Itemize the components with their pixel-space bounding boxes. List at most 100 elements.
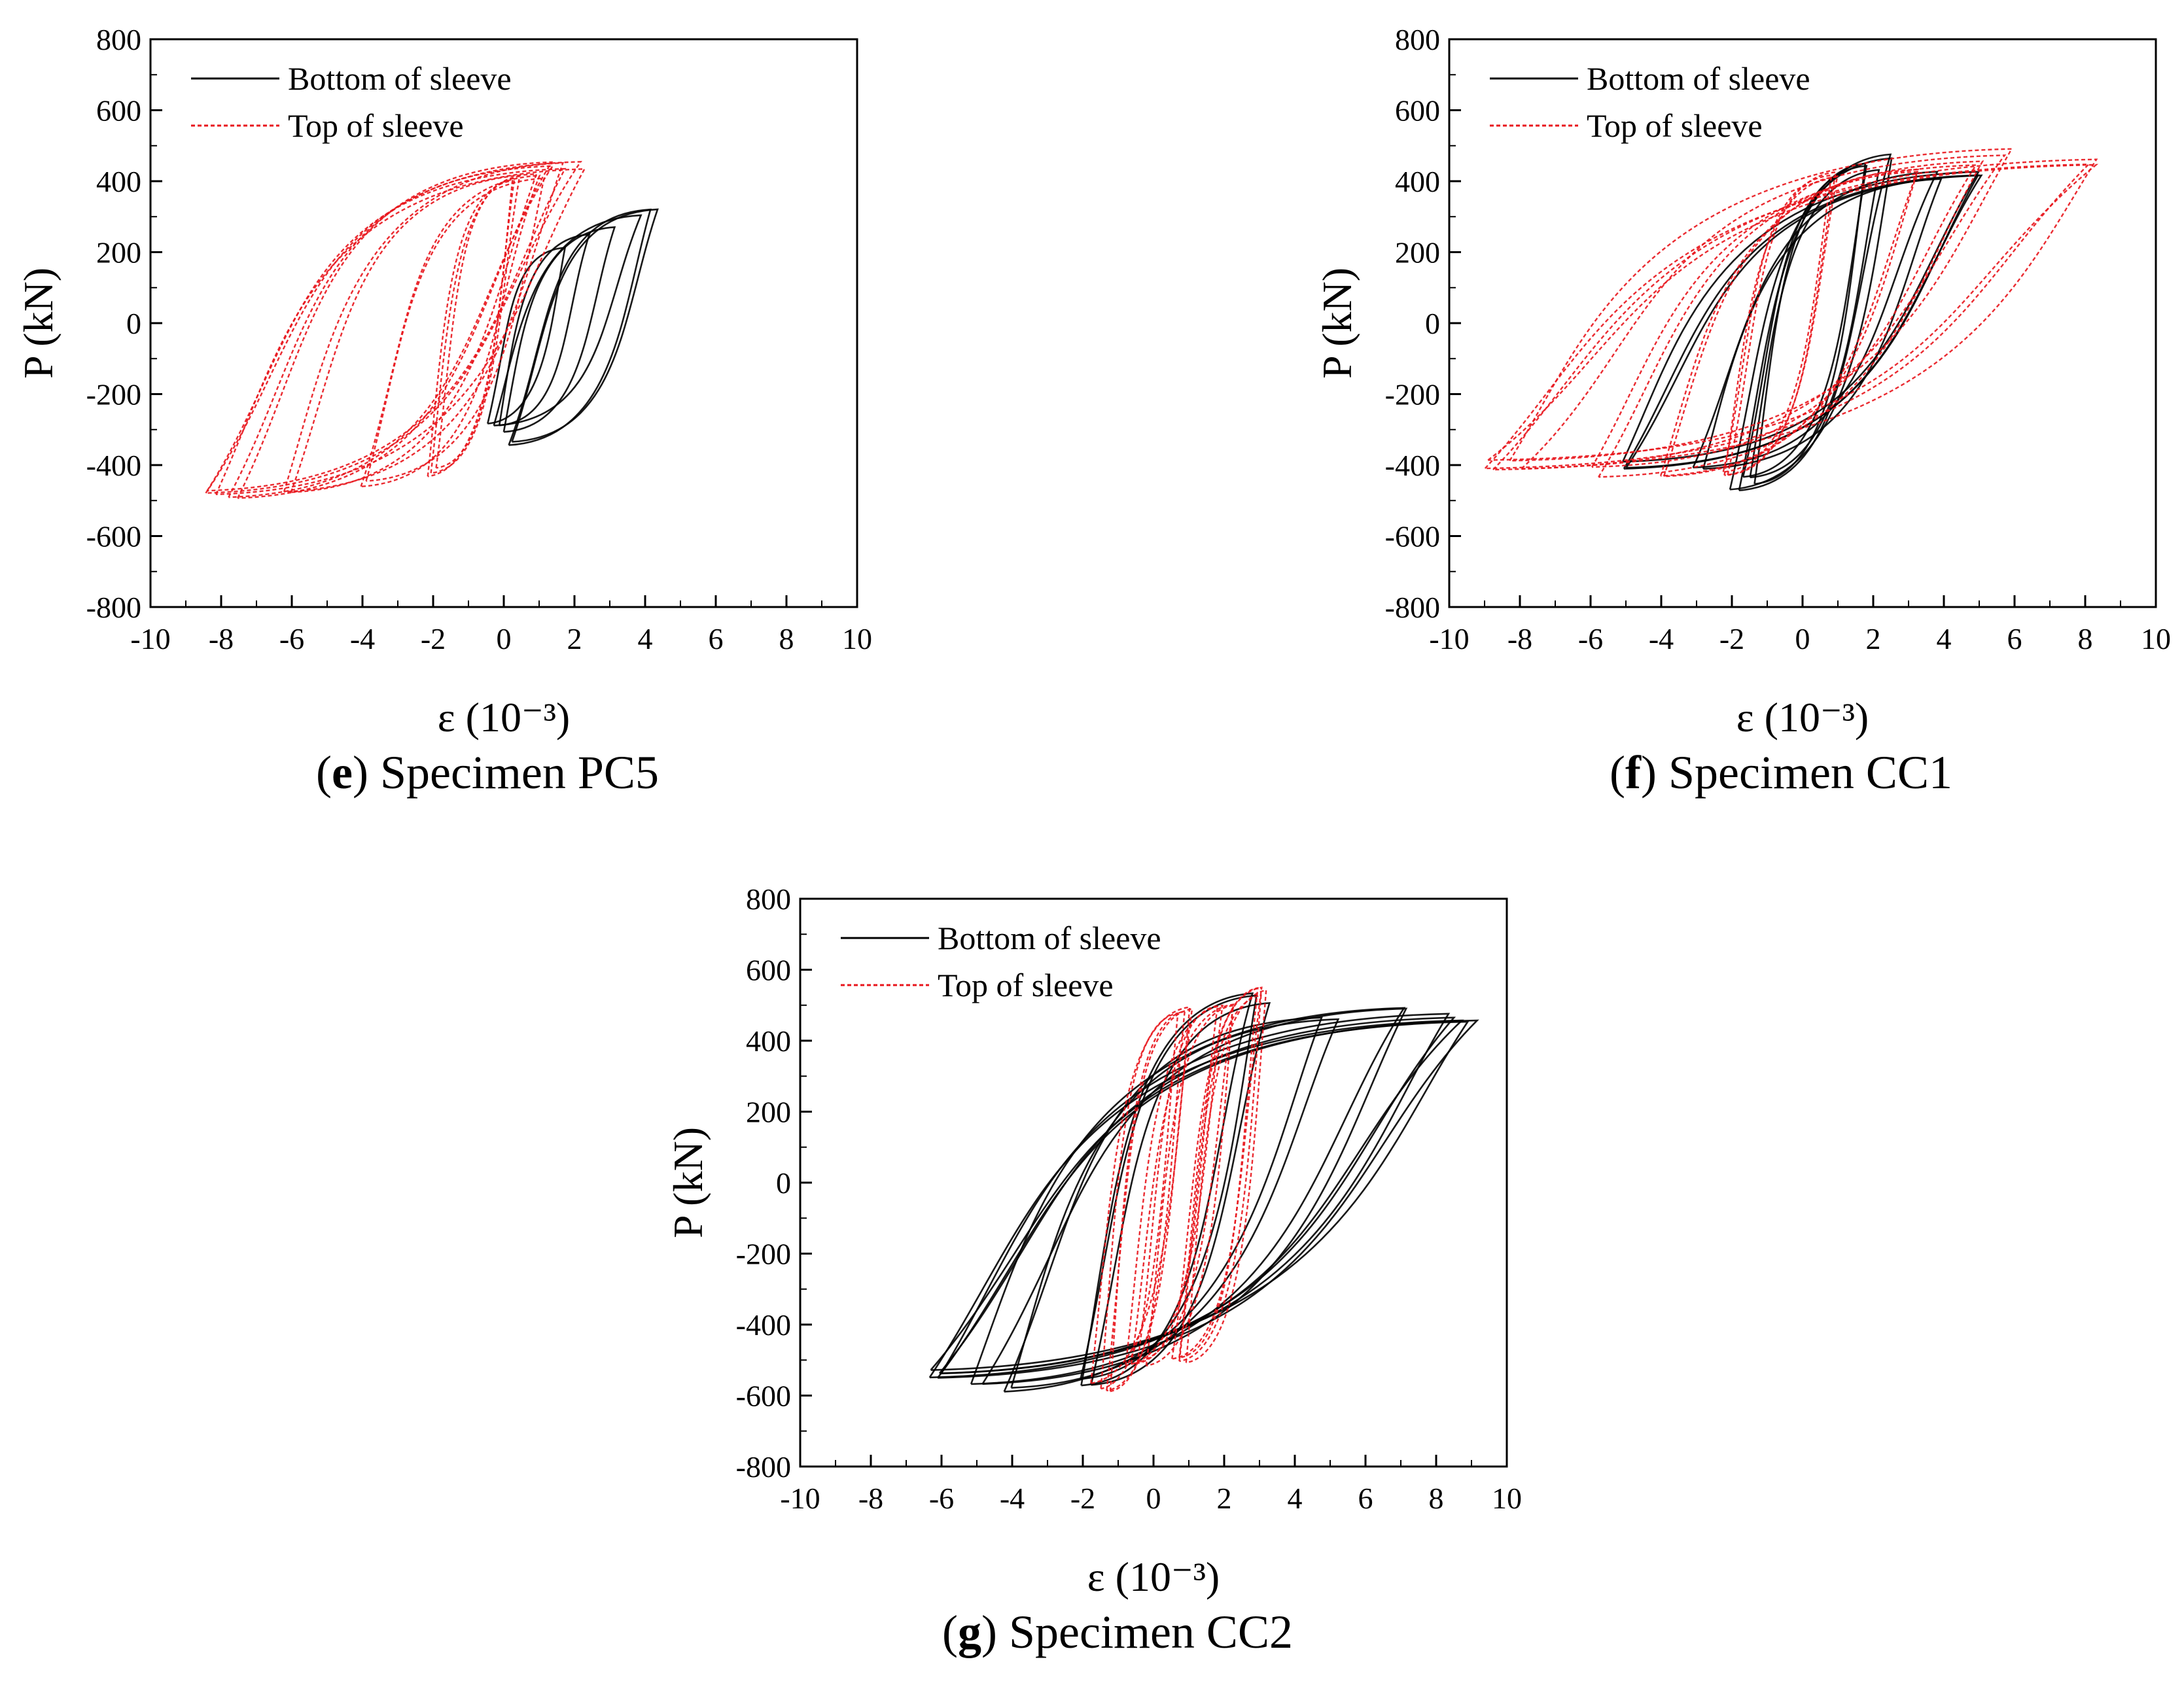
y-tick-label: 600 xyxy=(1395,94,1440,128)
bottom-of-sleeve-curve xyxy=(1742,165,1868,478)
x-tick-label: 6 xyxy=(709,622,724,655)
x-tick-label: 10 xyxy=(842,622,872,655)
x-tick-label: -10 xyxy=(1429,622,1469,655)
top-of-sleeve-curve xyxy=(205,160,582,494)
x-tick-label: 8 xyxy=(2078,622,2093,655)
x-tick-label: 10 xyxy=(2141,622,2171,655)
top-of-sleeve-curve xyxy=(215,168,586,495)
plot-area xyxy=(1484,148,2099,491)
x-axis-label: ε (10⁻³) xyxy=(438,694,570,740)
top-of-sleeve-curve xyxy=(1178,987,1259,1359)
y-tick-label: -600 xyxy=(1385,520,1440,553)
x-tick-label: 10 xyxy=(1492,1482,1522,1515)
x-tick-label: -2 xyxy=(1719,622,1744,655)
y-tick-label: -200 xyxy=(736,1238,791,1271)
x-tick-label: 4 xyxy=(638,622,653,655)
caption-f: (f) Specimen CC1 xyxy=(1610,746,1952,799)
y-axis-label: P (kN) xyxy=(1314,268,1360,379)
bottom-of-sleeve-curve xyxy=(1749,169,1880,479)
x-tick-label: 8 xyxy=(779,622,794,655)
y-tick-label: 0 xyxy=(1425,307,1440,340)
caption-e: (e) Specimen PC5 xyxy=(316,746,659,799)
top-of-sleeve-curve xyxy=(427,180,514,478)
x-tick-label: 2 xyxy=(1866,622,1881,655)
top-of-sleeve-curve xyxy=(435,177,516,469)
x-tick-label: 6 xyxy=(2007,622,2022,655)
plot-frame xyxy=(1448,38,2157,608)
x-tick-label: 2 xyxy=(1217,1482,1232,1515)
y-tick-label: -800 xyxy=(1385,591,1440,624)
top-of-sleeve-curve xyxy=(1090,1006,1191,1384)
bottom-of-sleeve-curve xyxy=(1010,1018,1340,1389)
y-tick-label: -400 xyxy=(86,449,141,482)
legend-label: Bottom of sleeve xyxy=(938,920,1161,956)
x-tick-label: -4 xyxy=(350,622,375,655)
y-tick-label: -200 xyxy=(86,378,141,411)
chart-panel-g: -10 -8 -6 -4 -2 0 2 4 6 8 10 -800 -600 -400 -200 0 200 40… xyxy=(615,858,1649,1685)
bottom-of-sleeve-curve xyxy=(511,208,659,443)
top-of-sleeve-curve xyxy=(1125,1004,1224,1366)
x-tick-label: 6 xyxy=(1358,1482,1373,1515)
bottom-of-sleeve-curve xyxy=(1692,171,1939,469)
x-tick-label: -4 xyxy=(1649,622,1674,655)
x-tick-label: -6 xyxy=(1578,622,1603,655)
top-of-sleeve-curve xyxy=(1484,164,2091,470)
legend-label: Top of sleeve xyxy=(288,107,464,144)
bottom-of-sleeve-curve xyxy=(1738,153,1892,491)
top-of-sleeve-curve xyxy=(1100,1012,1179,1390)
x-tick-label: 0 xyxy=(1146,1482,1161,1515)
x-tick-label: -2 xyxy=(1070,1482,1095,1515)
y-tick-label: -800 xyxy=(736,1450,791,1484)
top-of-sleeve-curve xyxy=(237,161,554,499)
y-tick-label: -600 xyxy=(736,1380,791,1413)
chart-panel-f: -10 -8 -6 -4 -2 0 2 4 6 8 10 -800 -600 -400 -200 0 200 40… xyxy=(1295,0,2184,818)
x-tick-label: -8 xyxy=(858,1482,883,1515)
x-tick-label: -10 xyxy=(130,622,170,655)
x-tick-label: 4 xyxy=(1937,622,1952,655)
legend-label: Bottom of sleeve xyxy=(1587,60,1810,97)
plot-frame xyxy=(149,38,858,608)
caption-g: (g) Specimen CC2 xyxy=(942,1606,1293,1658)
bottom-of-sleeve-curve xyxy=(502,226,616,433)
top-of-sleeve-curve xyxy=(290,173,538,493)
y-tick-label: 400 xyxy=(746,1024,791,1058)
top-of-sleeve-curve xyxy=(1598,160,1984,478)
plot-frame xyxy=(799,897,1508,1468)
x-tick-label: -8 xyxy=(1507,622,1532,655)
chart-f: -10 -8 -6 -4 -2 0 2 4 6 8 10 -800 -600 -400 -200 0 200 40… xyxy=(1314,23,2171,740)
bottom-of-sleeve-curve xyxy=(1625,174,1983,469)
top-of-sleeve-curve xyxy=(1185,989,1267,1364)
top-of-sleeve-curve xyxy=(1723,175,1839,476)
bottom-of-sleeve-curve xyxy=(493,214,643,426)
y-tick-label: 200 xyxy=(1395,236,1440,269)
x-tick-label: 2 xyxy=(567,622,582,655)
legend-label: Top of sleeve xyxy=(1587,107,1763,144)
top-of-sleeve-curve xyxy=(283,162,565,493)
top-of-sleeve-curve xyxy=(228,165,554,498)
bottom-of-sleeve-curve xyxy=(1080,992,1254,1387)
top-of-sleeve-curve xyxy=(1663,168,1920,478)
x-axis-label: ε (10⁻³) xyxy=(1087,1554,1220,1600)
y-tick-label: 0 xyxy=(126,307,141,340)
bottom-of-sleeve-curve xyxy=(1621,171,1981,463)
x-tick-label: -10 xyxy=(780,1482,820,1515)
y-tick-label: -400 xyxy=(736,1308,791,1342)
y-tick-label: -200 xyxy=(1385,378,1440,411)
y-tick-label: 600 xyxy=(96,94,141,128)
y-tick-label: 800 xyxy=(96,23,141,56)
x-tick-label: 8 xyxy=(1429,1482,1444,1515)
y-tick-label: 800 xyxy=(746,882,791,916)
top-of-sleeve-curve xyxy=(1492,158,2098,471)
top-of-sleeve-curve xyxy=(430,175,521,474)
y-tick-label: -800 xyxy=(86,591,141,624)
y-tick-label: 400 xyxy=(1395,165,1440,198)
top-of-sleeve-curve xyxy=(1171,986,1263,1360)
plot-area xyxy=(928,986,1479,1393)
top-of-sleeve-curve xyxy=(1509,148,2013,462)
x-tick-label: 4 xyxy=(1288,1482,1303,1515)
x-tick-label: -6 xyxy=(929,1482,954,1515)
y-tick-label: 600 xyxy=(746,954,791,987)
top-of-sleeve-curve xyxy=(1727,171,1837,476)
y-tick-label: 200 xyxy=(96,236,141,269)
top-of-sleeve-curve xyxy=(1145,1004,1234,1367)
